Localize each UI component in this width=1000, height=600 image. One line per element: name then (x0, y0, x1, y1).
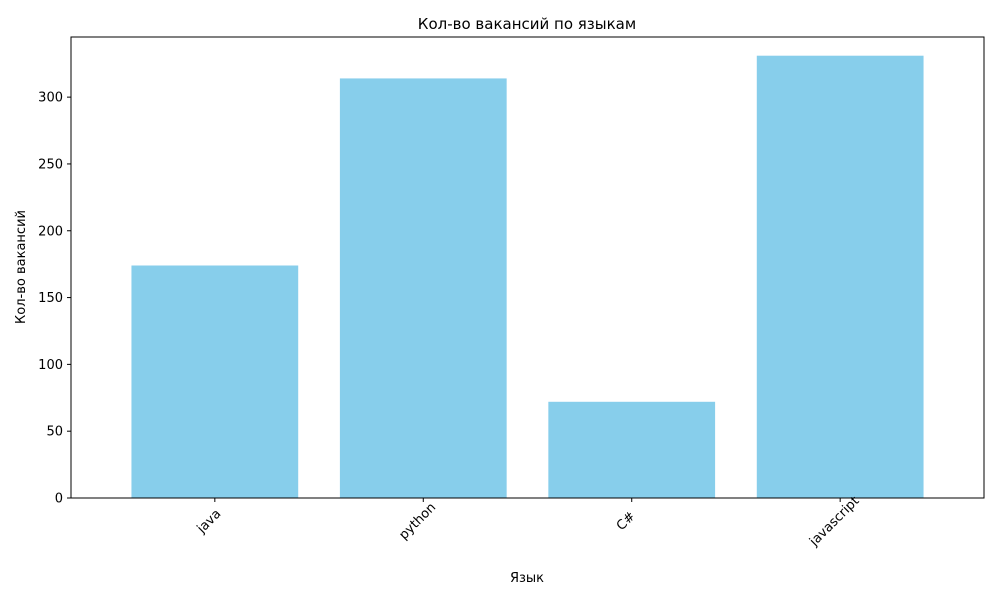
bar-javascript (756, 55, 924, 499)
x-axis-label: Язык (510, 571, 544, 586)
y-tick-label: 50 (46, 425, 63, 440)
bar-java (131, 265, 299, 498)
y-tick-label: 250 (38, 157, 63, 172)
y-axis-label: Кол-во вакансий (14, 210, 29, 324)
bar-c- (548, 401, 716, 498)
chart-title: Кол-во вакансий по языкам (418, 15, 636, 33)
y-tick-label: 200 (38, 224, 63, 239)
x-tick-label: C# (614, 509, 639, 534)
plot-area: 0 50 100 150 200 250 300 java python C# javascript (38, 36, 985, 550)
x-tick-label: python (396, 500, 439, 543)
x-tick-label: javascript (806, 494, 862, 550)
y-tick-label: 300 (38, 91, 63, 106)
bar-python (339, 78, 507, 499)
y-tick-label: 100 (38, 358, 63, 373)
axes-frame (70, 36, 985, 499)
y-tick-label: 150 (38, 291, 63, 306)
x-tick-label: java (194, 507, 225, 538)
y-tick-label: 0 (55, 492, 63, 507)
